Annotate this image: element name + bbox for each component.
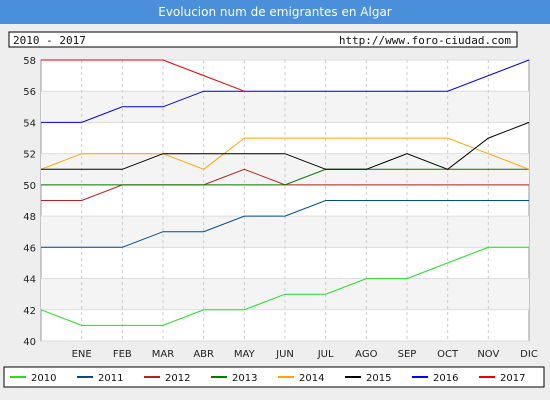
line-chart: 2010 - 2017 http://www.foro-ciudad.com 4… (0, 24, 550, 400)
x-tick-label: ENE (72, 349, 92, 360)
series-line-2017 (41, 59, 245, 92)
legend-label-2017: 2017 (500, 373, 525, 384)
legend-box (3, 366, 545, 388)
legend: 2010 2011 2012 2013 2014 2015 2016 2017 (10, 373, 525, 384)
legend-label-2011: 2011 (98, 373, 123, 384)
grid (41, 59, 529, 342)
series-line-2010 (40, 246, 529, 326)
y-tick-label: 50 (23, 181, 36, 192)
grid-band (41, 91, 529, 123)
y-tick-label: 48 (23, 212, 36, 223)
x-tick-label: MAR (152, 349, 174, 360)
series-line-2011 (41, 200, 529, 248)
x-tick-label: JUL (317, 349, 334, 360)
legend-label-2013: 2013 (232, 373, 257, 384)
x-tick-label: FEB (113, 349, 132, 360)
x-tick-label: NOV (477, 349, 499, 360)
legend-label-2014: 2014 (299, 373, 324, 384)
axes: 40 42 44 46 48 50 52 54 56 58 ENE FEB MAR ABR MAY JUN JU… (23, 56, 538, 360)
legend-label-2010: 2010 (31, 373, 56, 384)
legend-label-2016: 2016 (433, 373, 458, 384)
y-tick-label: 40 (23, 337, 36, 348)
series-lines (40, 59, 530, 326)
y-tick-label: 42 (23, 306, 36, 317)
x-tick-label: MAY (234, 349, 256, 360)
legend-label-2015: 2015 (366, 373, 391, 384)
x-tick-label: SEP (398, 349, 417, 360)
series-line-2014 (40, 137, 530, 170)
legend-label-2012: 2012 (165, 373, 190, 384)
y-tick-label: 58 (23, 56, 36, 67)
x-tick-label: JUN (275, 349, 294, 360)
y-tick-label: 44 (23, 275, 36, 286)
y-tick-label: 52 (23, 150, 36, 161)
series-line-2015 (41, 121, 530, 170)
source-url: http://www.foro-ciudad.com (339, 34, 512, 47)
y-tick-label: 56 (23, 87, 36, 98)
x-tick-label: DIC (520, 349, 538, 360)
x-tick-label: AGO (355, 349, 377, 360)
x-tick-label: OCT (437, 349, 459, 360)
x-tick-label: ABR (193, 349, 214, 360)
chart-title: Evolucion num de emigrantes en Algar (0, 0, 550, 24)
info-box (8, 31, 518, 48)
y-tick-label: 54 (23, 118, 36, 129)
period-label: 2010 - 2017 (13, 34, 86, 47)
y-tick-label: 46 (23, 243, 36, 254)
series-line-2016 (41, 59, 530, 123)
